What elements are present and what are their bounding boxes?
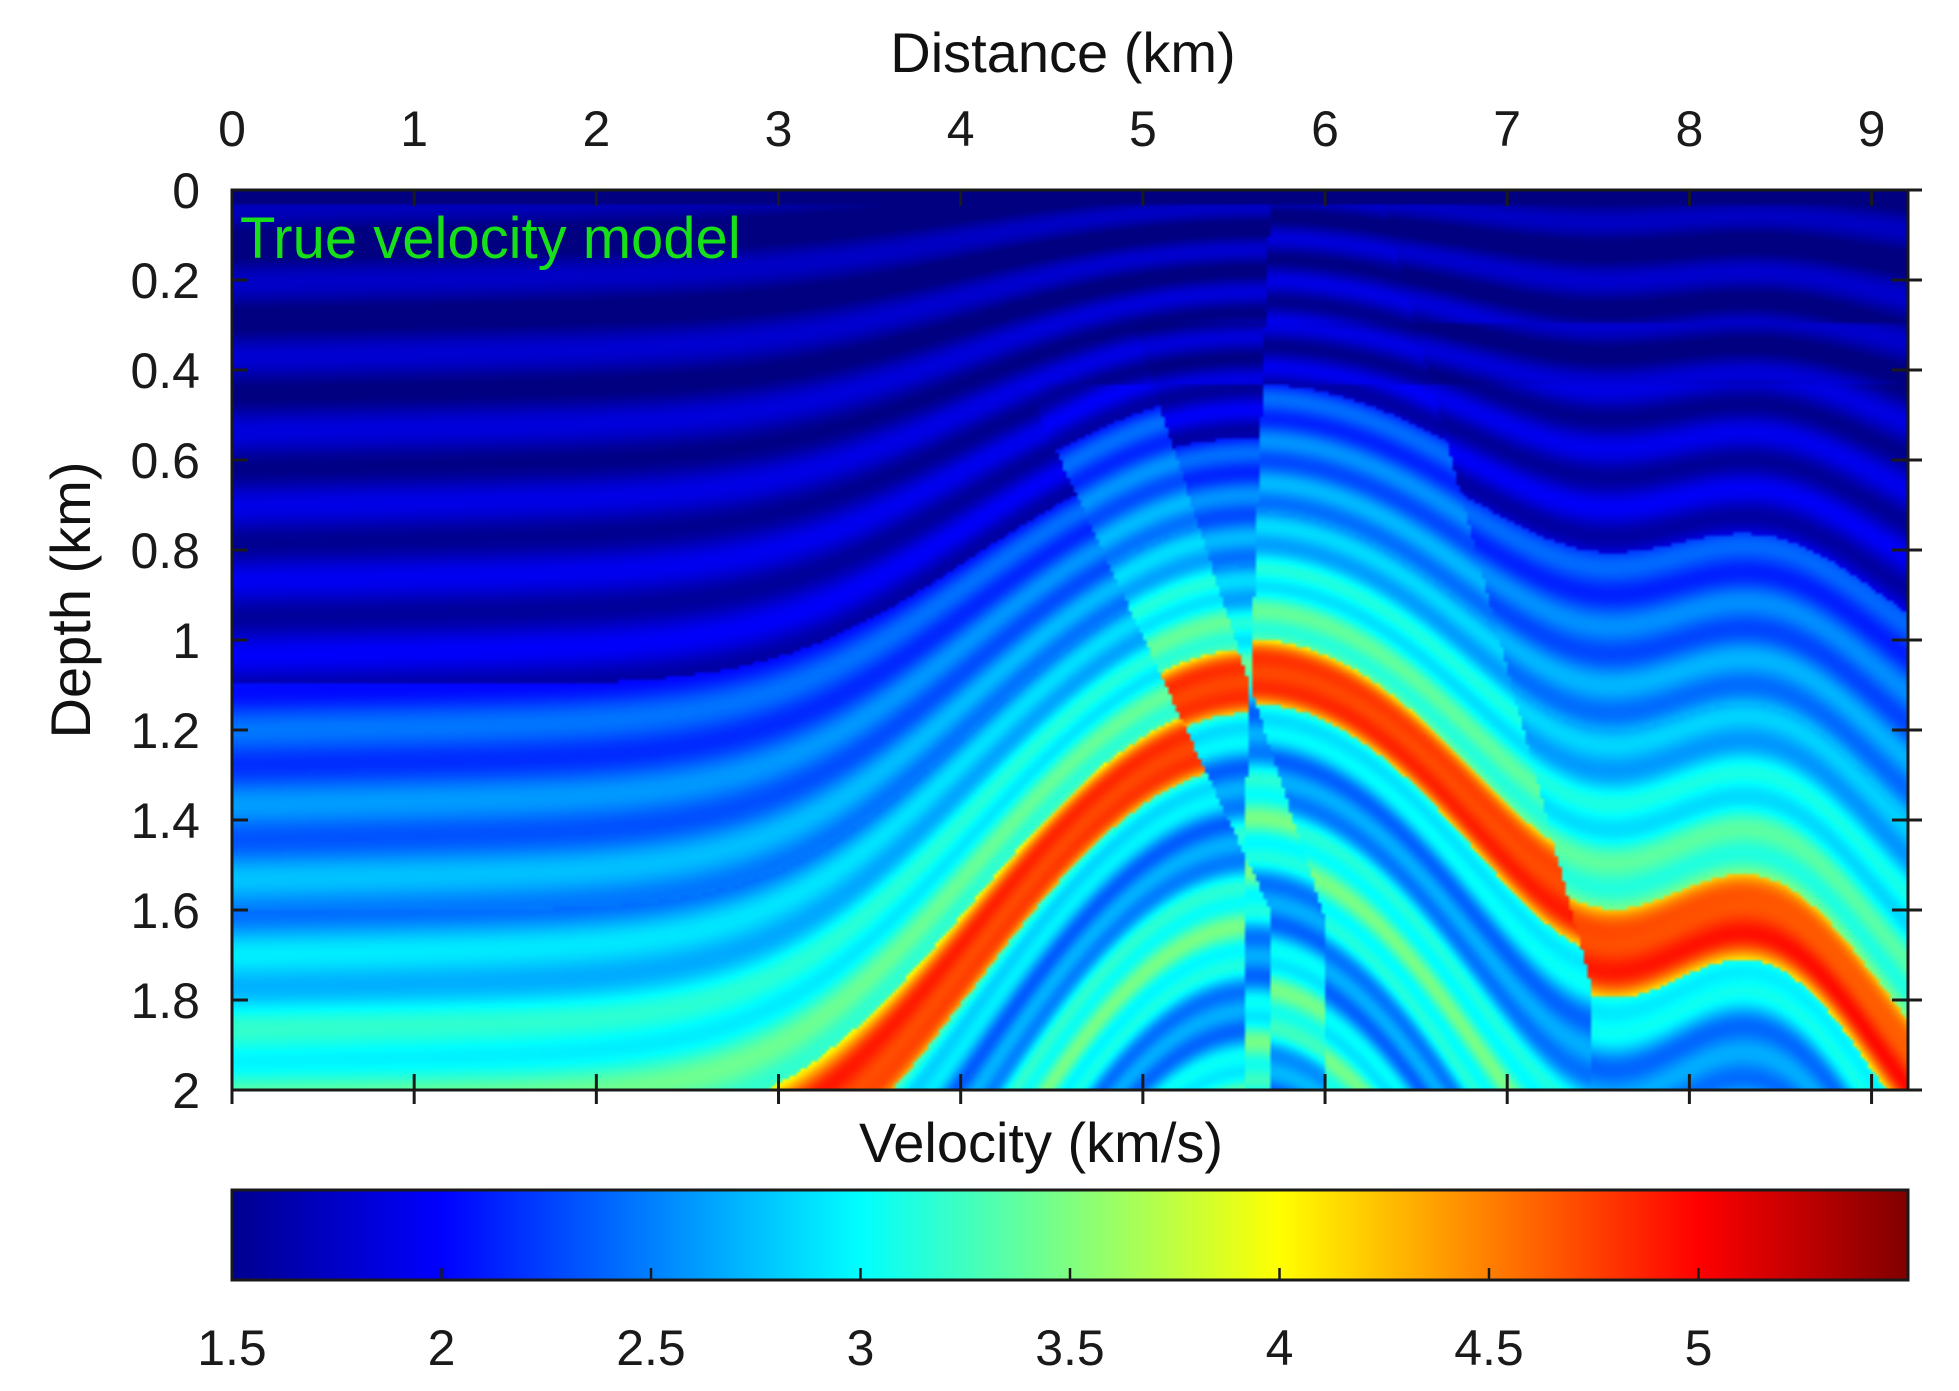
colorbar-tick-label: 2.5 [616, 1320, 686, 1376]
colorbar-tick-label: 5 [1685, 1320, 1713, 1376]
colorbar-title: Velocity (km/s) [859, 1111, 1223, 1174]
y-tick-label: 1.2 [130, 703, 200, 759]
x-tick-label: 9 [1858, 101, 1886, 157]
y-tick-label: 0.6 [130, 433, 200, 489]
colorbar-gradient [230, 1188, 1910, 1282]
y-tick-label: 1 [172, 613, 200, 669]
y-tick-label: 1.8 [130, 973, 200, 1029]
panel-label: True velocity model [240, 206, 741, 271]
velocity-heatmap [232, 190, 1908, 1090]
colorbar-tick-label: 1.5 [197, 1320, 267, 1376]
x-tick-label: 0 [218, 101, 246, 157]
y-tick-label: 0 [172, 163, 200, 219]
x-tick-label: 2 [582, 101, 610, 157]
x-tick-label: 4 [947, 101, 975, 157]
y-tick-label: 1.6 [130, 883, 200, 939]
colorbar-tick-label: 3 [847, 1320, 875, 1376]
x-tick-label: 1 [400, 101, 428, 157]
y-axis-ticks: 0 0.2 0.4 0.6 0.8 1 1.2 1.4 1.6 1.8 2 [130, 163, 1922, 1119]
y-axis-title: Depth (km) [39, 462, 102, 739]
x-tick-label: 8 [1675, 101, 1703, 157]
x-axis-ticks: 0 1 2 3 4 5 6 7 8 9 [218, 101, 1885, 1104]
x-tick-label: 5 [1129, 101, 1157, 157]
x-tick-label: 7 [1493, 101, 1521, 157]
colorbar-tick-label: 4.5 [1454, 1320, 1524, 1376]
colorbar-tick-label: 4 [1266, 1320, 1294, 1376]
y-tick-label: 0.4 [130, 343, 200, 399]
colorbar-tick-label: 3.5 [1035, 1320, 1105, 1376]
x-tick-label: 6 [1311, 101, 1339, 157]
x-tick-label: 3 [765, 101, 793, 157]
y-tick-label: 0.8 [130, 523, 200, 579]
y-tick-label: 1.4 [130, 793, 200, 849]
y-tick-label: 0.2 [130, 253, 200, 309]
x-axis-title: Distance (km) [890, 21, 1235, 84]
y-tick-label: 2 [172, 1063, 200, 1119]
colorbar-ticks: 1.5 2 2.5 3 3.5 4 4.5 5 [197, 1268, 1712, 1376]
colorbar-tick-label: 2 [428, 1320, 456, 1376]
